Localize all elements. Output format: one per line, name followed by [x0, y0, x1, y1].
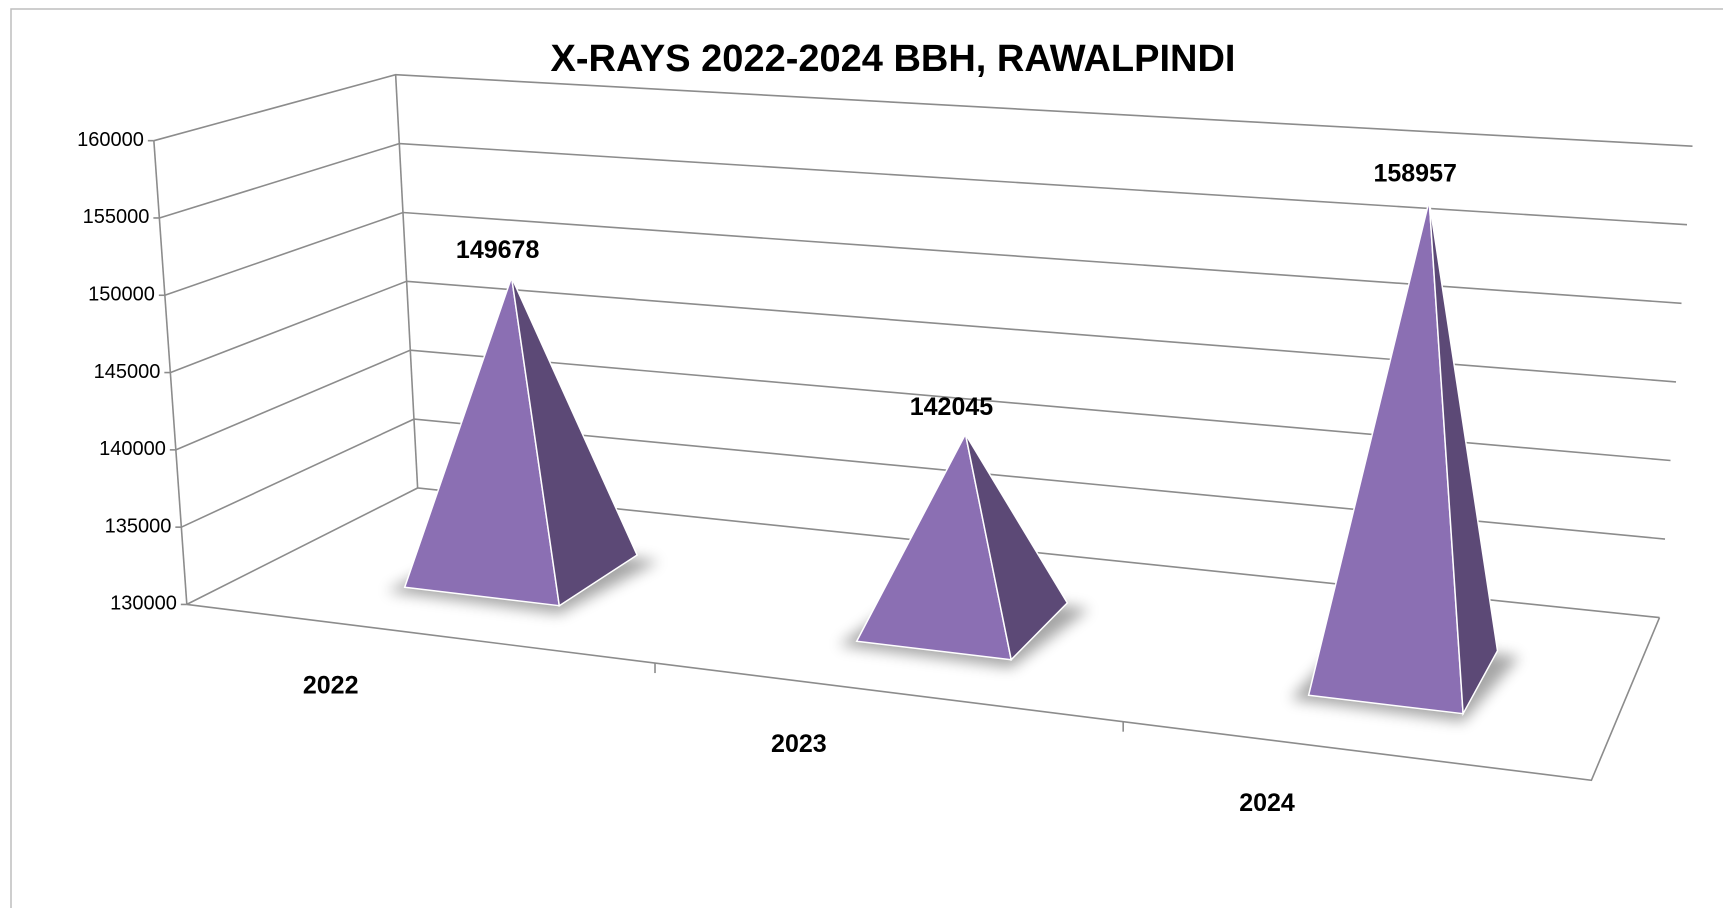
- x-tick-label: 2024: [1239, 789, 1295, 817]
- data-label: 142045: [910, 393, 994, 421]
- y-tick-label: 155000: [83, 206, 150, 228]
- pyramid-side: [1428, 200, 1499, 717]
- y-tick-label: 140000: [99, 438, 166, 460]
- data-label: 158957: [1373, 159, 1456, 187]
- x-tick-label: 2023: [771, 730, 827, 758]
- y-tick-label: 150000: [88, 284, 155, 306]
- y-tick-label: 145000: [94, 361, 161, 383]
- pyramid-side: [510, 276, 639, 607]
- y-tick-label: 160000: [77, 129, 144, 151]
- back-axis-line: [394, 74, 419, 488]
- data-label: 149678: [456, 236, 540, 264]
- floor-edge: [186, 603, 1661, 782]
- pyramid-side: [964, 433, 1069, 662]
- y-axis-line: [153, 140, 188, 605]
- y-tick-label: 135000: [105, 515, 172, 537]
- grid-line: [186, 487, 1660, 619]
- grid-line: [153, 73, 1693, 147]
- chart-title: X-RAYS 2022-2024 BBH, RAWALPINDI: [551, 38, 1236, 80]
- y-tick-label: 130000: [110, 593, 177, 615]
- x-tick-label: 2022: [303, 672, 359, 700]
